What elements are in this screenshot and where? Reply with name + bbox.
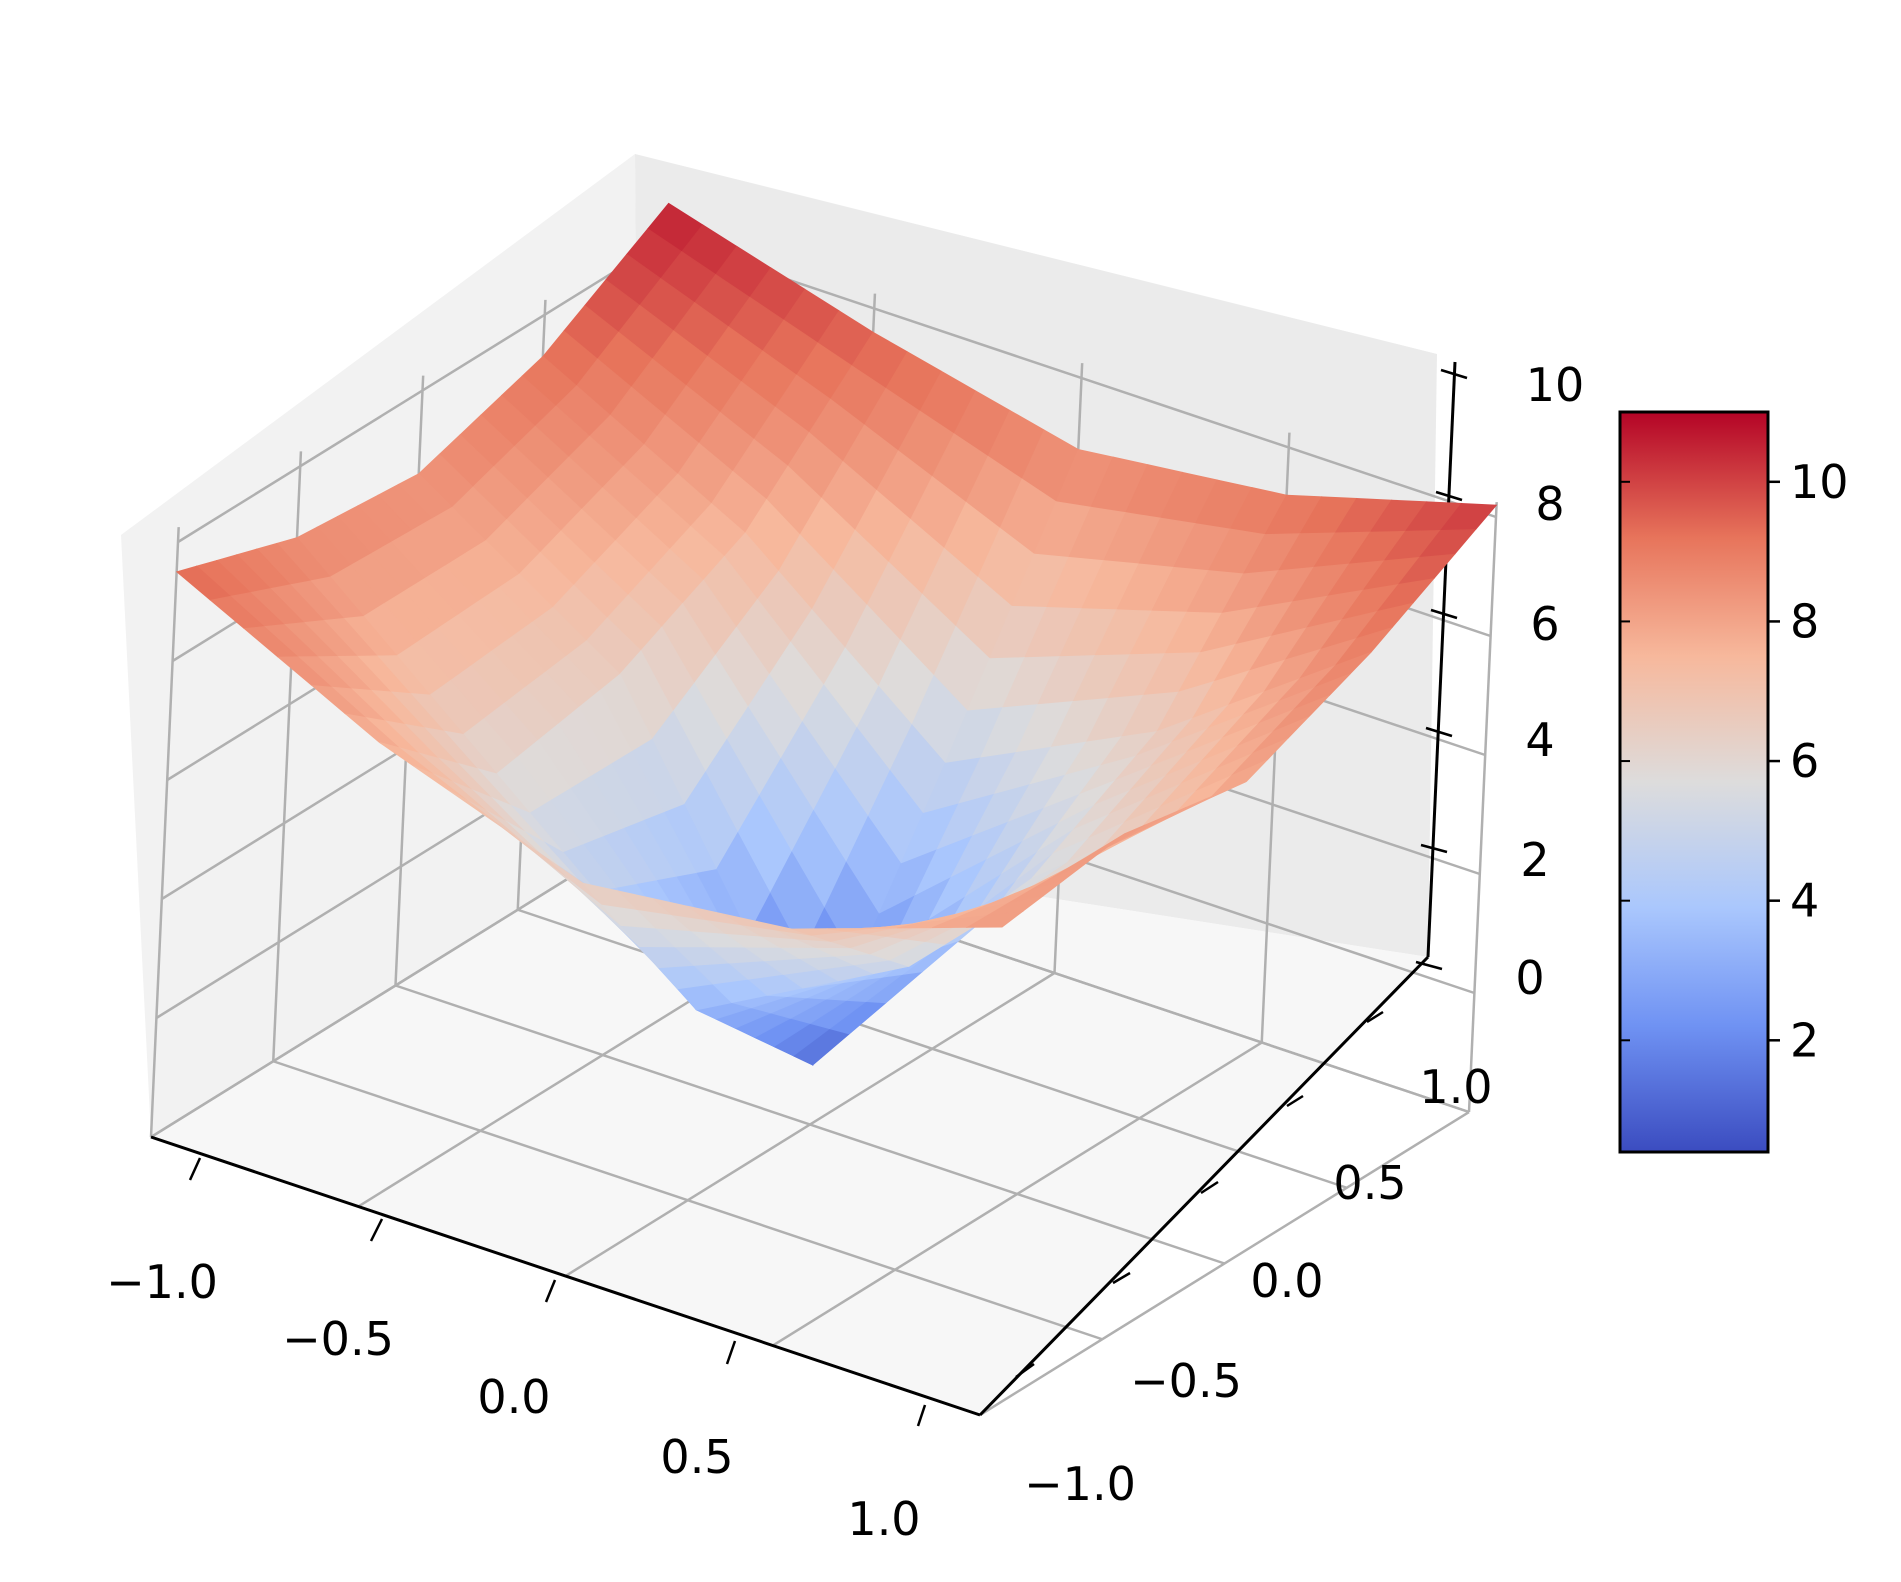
colorbar-tick-label: 6 <box>1790 734 1819 788</box>
z-tick-mark <box>1430 608 1458 620</box>
y-tick-mark <box>1286 1094 1304 1108</box>
grid-line <box>395 984 1225 1265</box>
surface-mesh <box>175 202 1498 1066</box>
grid-line <box>1467 502 1498 1113</box>
z-tick-label: 4 <box>1525 713 1554 767</box>
y-axis-line <box>978 955 1430 1417</box>
floor-pane <box>151 834 1428 1415</box>
grid-line <box>666 237 1497 519</box>
y-tick-mark <box>1112 1271 1131 1285</box>
y-tick-mark <box>1366 1010 1384 1024</box>
grid-line <box>177 237 668 544</box>
z-tick-mark <box>1435 490 1463 502</box>
colorbar-tick-label: 10 <box>1790 455 1849 509</box>
x-tick-label: 0.0 <box>477 1370 550 1424</box>
x-tick-label: −1.0 <box>106 1255 218 1309</box>
x-tick-mark <box>725 1340 737 1365</box>
x-tick-mark <box>916 1404 927 1427</box>
z-tick-label: 8 <box>1535 477 1564 531</box>
surface-face <box>965 910 1024 928</box>
y-tick-label: 0.5 <box>1333 1156 1406 1210</box>
z-tick-mark <box>1415 960 1443 971</box>
z-tick-mark <box>1440 368 1468 380</box>
x-tick-mark <box>544 1279 557 1303</box>
y-tick-mark <box>1200 1180 1219 1195</box>
z-axis-line <box>1426 361 1457 958</box>
colorbar-gradient <box>1618 410 1770 1154</box>
z-tick-label: 2 <box>1520 833 1549 887</box>
colorbar-tick-label: 2 <box>1790 1013 1819 1067</box>
grid-line <box>772 1041 1263 1347</box>
y-tick-label: −1.0 <box>1024 1457 1136 1511</box>
y-tick-label: 0.0 <box>1250 1254 1323 1308</box>
colorbar: 2 4 6 8 10 <box>1618 410 1849 1154</box>
grid-line <box>149 527 180 1138</box>
y-axis-ticks: −1.0 −0.5 0.0 0.5 1.0 <box>1015 1010 1493 1511</box>
x-tick-label: 0.5 <box>660 1430 733 1484</box>
grid-line <box>150 832 641 1139</box>
y-tick-mark <box>1015 1362 1035 1379</box>
x-tick-label: 1.0 <box>847 1492 920 1546</box>
x-tick-mark <box>369 1218 384 1242</box>
colorbar-tick-label: 4 <box>1790 874 1819 928</box>
y-tick-label: 1.0 <box>1419 1060 1492 1114</box>
colorbar-tick-label: 8 <box>1790 594 1819 648</box>
z-tick-mark <box>1420 843 1448 854</box>
z-tick-mark <box>1425 726 1453 738</box>
x-tick-label: −0.5 <box>282 1312 394 1366</box>
grid-line <box>979 1110 1470 1417</box>
x-axis-ticks: −1.0 −0.5 0.0 0.5 1.0 <box>106 1157 927 1546</box>
colorbar-ticks: 2 4 6 8 10 <box>1620 455 1849 1067</box>
axis-lines <box>150 361 1457 1417</box>
z-tick-label: 6 <box>1530 597 1559 651</box>
y-tick-label: −0.5 <box>1130 1354 1242 1408</box>
z-tick-label: 10 <box>1526 358 1585 412</box>
x-tick-mark <box>188 1157 202 1181</box>
z-axis-ticks: 0 2 4 6 8 10 <box>1415 358 1585 1005</box>
x-axis-line <box>150 1135 981 1417</box>
z-tick-label: 0 <box>1515 951 1544 1005</box>
